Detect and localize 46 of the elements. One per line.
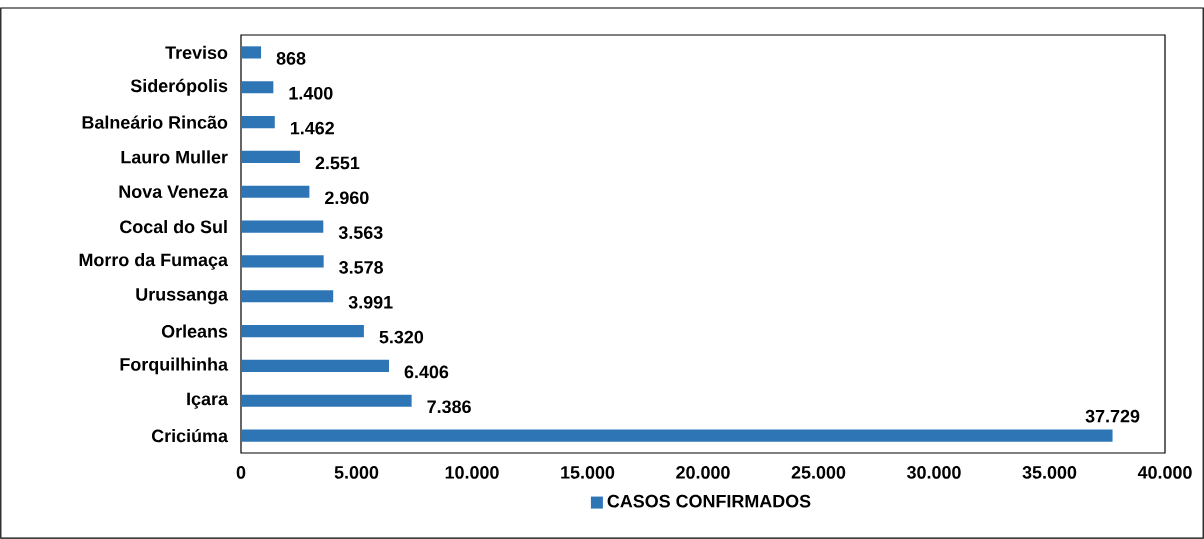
x-tick-label: 40.000 [1137,466,1192,479]
y-tick-label: Siderópolis [130,78,228,96]
bar [241,81,274,94]
y-tick-label: Içara [187,392,229,409]
y-tick-label: Orleans [161,324,228,338]
data-label: 2.960 [325,191,369,205]
bar [241,394,412,407]
data-label: 5.320 [379,330,424,344]
x-tick-label: 20.000 [676,466,730,479]
y-tick-label: Criciúma [151,428,229,443]
y-tick-label: Morro da Fumaça [79,253,229,270]
y-tick-label: Balneário Rincão [82,115,228,129]
data-label: 1.400 [289,86,333,100]
x-tick-label: 35.000 [1022,466,1077,479]
y-tick-label: Treviso [165,45,228,60]
y-tick-label: Lauro Muller [121,150,228,164]
data-label: 868 [276,52,306,65]
y-tick-label: Forquilhinha [120,357,229,375]
bar [241,429,1113,442]
x-tick-label: 0 [236,466,246,479]
bar [241,115,275,129]
x-tick-label: 15.000 [561,466,615,479]
data-label: 1.462 [290,121,334,135]
bar [241,359,389,373]
data-label: 3.578 [339,261,384,274]
x-tick-label: 5.000 [334,466,379,479]
y-tick-label: Urussanga [136,288,229,305]
x-tick-label: 10.000 [445,466,499,479]
data-label: 3.991 [348,295,393,309]
data-label: 6.406 [404,365,449,379]
bar [241,185,310,198]
x-tick-label: 30.000 [906,466,961,479]
data-label: 7.386 [427,400,471,414]
data-label: 3.563 [338,226,383,239]
data-label: 37.729 [1085,409,1140,423]
bar [241,290,334,303]
bar [241,220,324,233]
x-tick-label: 25.000 [791,466,846,479]
bar [241,46,262,59]
legend-label: CASOS CONFIRMADOS [607,494,811,508]
y-tick-label: Cocal do Sul [120,220,227,234]
data-label: 2.551 [315,156,360,170]
y-tick-label: Nova Veneza [119,185,229,199]
bar [241,324,364,338]
bar [241,150,300,164]
bar [241,255,324,268]
